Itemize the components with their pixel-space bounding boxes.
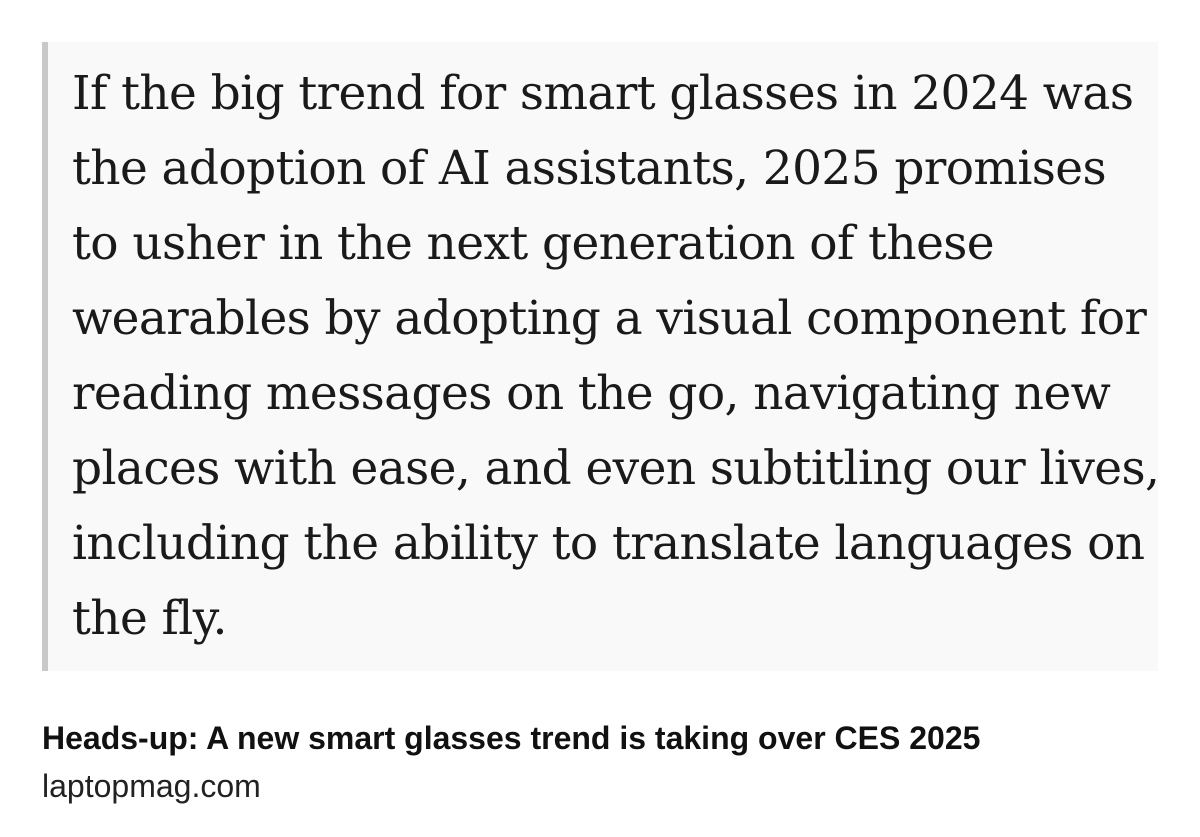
quote-line-1: If the big trend for smart glasses in 20… [72,66,1134,121]
quote-text: If the big trend for smart glasses in 20… [72,56,1160,656]
quote-line-4: wearables by adopting a visual component… [72,291,1147,346]
link-title[interactable]: Heads-up: A new smart glasses trend is t… [42,720,981,756]
quote-line-3: to usher in the next generation of these [72,216,995,271]
quote-line-5: reading messages on the go, navigating n… [72,366,1111,421]
quote-line-7: including the ability to translate langu… [72,516,1145,571]
quote-block: If the big trend for smart glasses in 20… [42,42,1160,671]
link-domain[interactable]: laptopmag.com [42,768,261,804]
quote-line-2: the adoption of AI assistants, 2025 prom… [72,141,1107,196]
link-card[interactable]: Heads-up: A new smart glasses trend is t… [42,714,1158,810]
quote-line-8: the fly. [72,591,227,646]
quote-line-6: places with ease, and even subtitling ou… [72,441,1160,496]
